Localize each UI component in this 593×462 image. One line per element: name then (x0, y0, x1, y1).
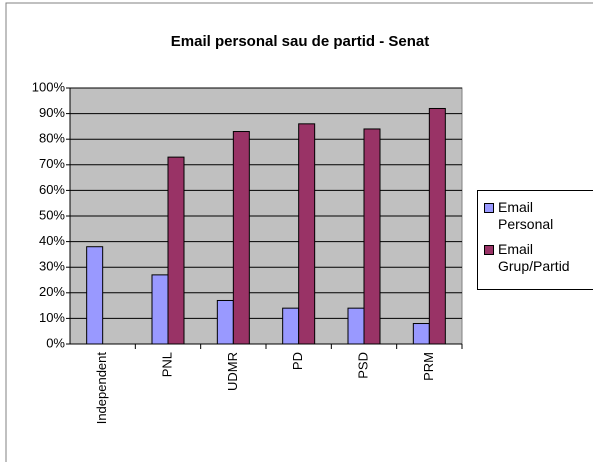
bar (428, 107, 446, 345)
y-tick-label: 10% (39, 310, 65, 325)
bar (167, 156, 185, 345)
bar (363, 128, 381, 345)
chart-title: Email personal sau de partid - Senat (171, 33, 429, 50)
y-tick-label: 20% (39, 284, 65, 299)
y-tick-label: 90% (39, 105, 65, 120)
x-tick-label: PRM (421, 352, 436, 381)
y-tick-label: 70% (39, 156, 65, 171)
y-tick-label: 100% (32, 79, 66, 94)
y-tick-label: 30% (39, 259, 65, 274)
x-tick-label: UDMR (225, 352, 240, 391)
legend-label: Email Grup/Partid (498, 241, 570, 274)
legend-label: Email Personal (498, 199, 554, 232)
x-tick-label: PSD (355, 352, 370, 379)
bar (282, 307, 300, 345)
legend-entry: Email Grup/Partid (484, 241, 593, 275)
legend-swatch (484, 245, 494, 255)
y-tick-label: 0% (46, 335, 65, 350)
legend-swatch (484, 203, 494, 213)
y-tick-label: 60% (39, 182, 65, 197)
y-tick-label: 50% (39, 207, 65, 222)
bar (298, 123, 316, 345)
bar (232, 131, 250, 345)
x-tick-label: Independent (94, 352, 109, 425)
bar (216, 299, 234, 345)
legend-entry: Email Personal (484, 199, 593, 233)
x-tick-label: PNL (159, 352, 174, 377)
legend: Email Personal Email Grup/Partid (477, 190, 593, 290)
y-tick-label: 40% (39, 233, 65, 248)
bar (347, 307, 365, 345)
bar (412, 323, 430, 345)
y-tick-label: 80% (39, 131, 65, 146)
bar (86, 246, 104, 345)
bar (151, 274, 169, 345)
x-tick-label: PD (290, 352, 305, 370)
